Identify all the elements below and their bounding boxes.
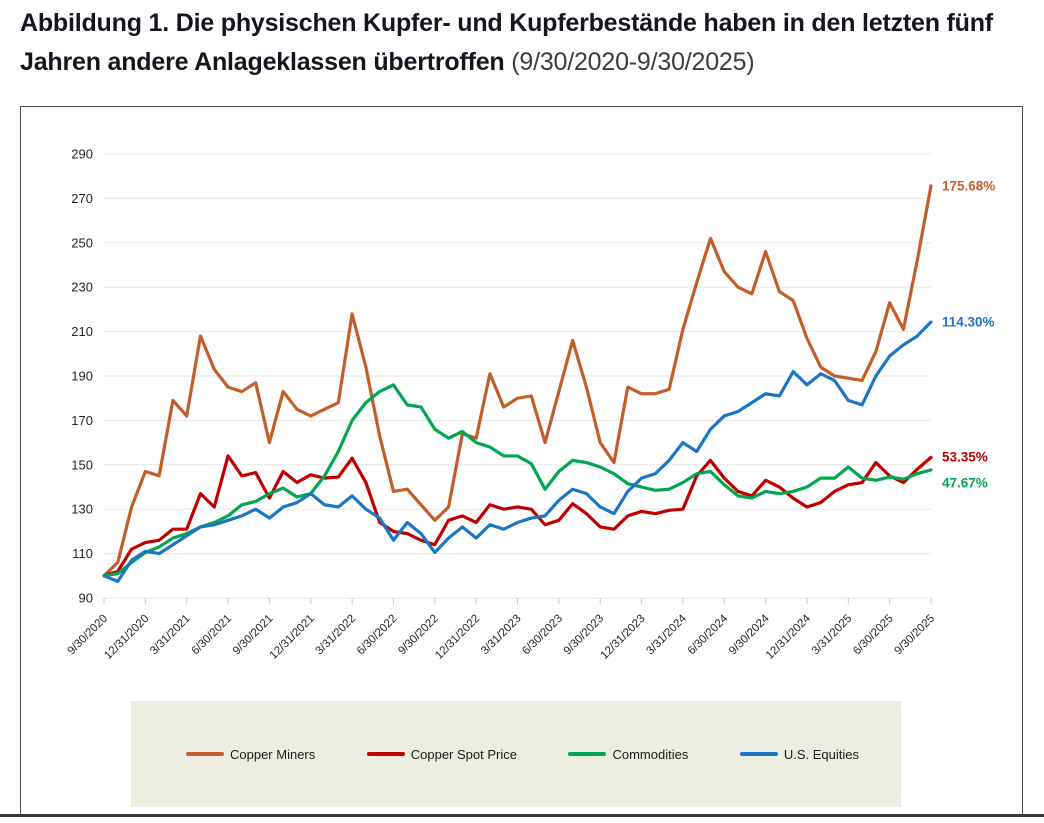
y-tick-label: 90: [79, 591, 93, 606]
x-tick-label: 6/30/2022: [355, 613, 400, 658]
figure-title-line2-bold: Jahren andere Anlageklassen übertroffen: [20, 48, 505, 76]
x-tick-label: 12/31/2024: [764, 612, 814, 662]
x-tick-label: 3/31/2022: [314, 613, 359, 658]
legend-item-commodities: Commodities: [568, 747, 688, 762]
legend-swatch-commodities: [568, 751, 607, 757]
bottom-divider: [0, 814, 1044, 817]
legend-label-commodities: Commodities: [612, 746, 689, 762]
series-line-copper-spot-price: [102, 454, 933, 578]
line-chart: 90 110 130 150 170 190 210 230 250 270 290 9/30/202…: [65, 147, 937, 662]
series-end-label-commodities: 47.67%: [942, 475, 988, 491]
x-tick-label: 12/31/2020: [102, 613, 151, 662]
y-tick-label: 150: [71, 457, 93, 472]
legend-swatch-copper-spot-price: [366, 751, 405, 757]
x-tick-label: 12/31/2021: [268, 613, 317, 662]
series-end-label-copper-miners: 175.68%: [942, 178, 996, 194]
y-tick-label: 190: [71, 369, 93, 384]
legend-label-copper-spot-price: Copper Spot Price: [410, 746, 517, 762]
legend-label-copper-miners: Copper Miners: [230, 746, 316, 762]
x-tick-label: 9/30/2021: [231, 613, 276, 658]
y-tick-label: 130: [71, 502, 93, 517]
y-tick-label: 270: [71, 191, 93, 206]
legend-item-copper-miners: Copper Miners: [186, 747, 315, 762]
x-tick-label: 3/31/2024: [644, 612, 689, 657]
y-tick-label: 170: [71, 413, 93, 428]
x-tick-label: 12/31/2023: [598, 613, 647, 662]
x-tick-label: 6/30/2023: [520, 613, 565, 658]
chart-legend: Copper Miners Copper Spot Price Commoditie…: [131, 701, 901, 807]
figure-title-date-range: (9/30/2020-9/30/2025): [511, 48, 755, 76]
chart-card: 90 110 130 150 170 190 210 230 250 270 290 9/30/202…: [20, 106, 1023, 814]
y-tick-label: 210: [71, 324, 93, 339]
legend-swatch-copper-miners: [186, 751, 224, 757]
x-tick-label: 9/30/2022: [396, 613, 441, 658]
figure-title-line1: Abbildung 1. Die physischen Kupfer- und …: [20, 9, 993, 37]
x-tick-label: 6/30/2025: [851, 613, 896, 658]
series-line-commodities: [102, 383, 933, 578]
y-tick-label: 110: [72, 546, 93, 561]
y-tick-label: 250: [71, 235, 93, 250]
x-tick-label: 3/31/2025: [810, 613, 855, 658]
x-tick-label: 9/30/2023: [562, 613, 607, 658]
figure-title: Abbildung 1. Die physischen Kupfer- und …: [20, 4, 1028, 82]
legend-swatch-us-equities: [739, 751, 778, 757]
x-tick-label: 3/31/2023: [479, 613, 524, 658]
x-tick-label: 6/30/2024: [686, 612, 731, 657]
x-tick-label: 3/31/2021: [148, 613, 193, 658]
series-end-label-us-equities: 114.30%: [942, 314, 995, 330]
series-line-us-equities: [102, 320, 933, 583]
legend-item-us-equities: U.S. Equities: [739, 746, 859, 762]
figure-title-line2: Jahren andere Anlageklassen übertroffen …: [20, 43, 1028, 82]
x-tick-label: 6/30/2021: [190, 613, 235, 658]
series-end-label-copper-spot-price: 53.35%: [942, 449, 988, 465]
legend-label-us-equities: U.S. Equities: [783, 746, 859, 762]
x-tick-label: 9/30/2020: [65, 613, 110, 658]
x-tick-label: 12/31/2022: [433, 613, 482, 662]
y-tick-label: 290: [71, 147, 93, 162]
y-tick-label: 230: [71, 280, 93, 295]
x-tick-label: 9/30/2025: [892, 613, 937, 658]
legend-item-copper-spot-price: Copper Spot Price: [366, 746, 517, 762]
series-line-copper-miners: [102, 184, 933, 578]
